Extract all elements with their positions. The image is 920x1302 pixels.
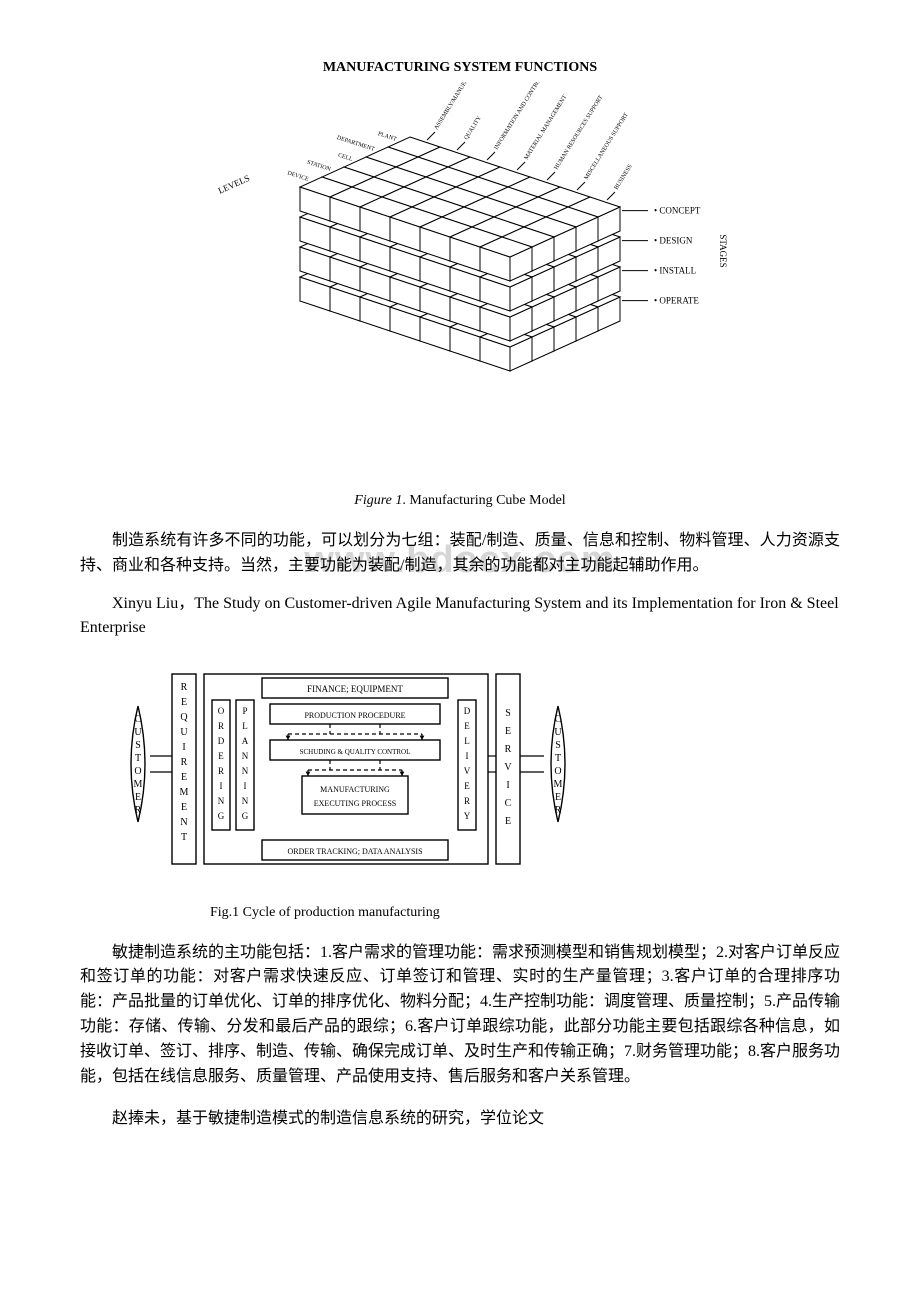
svg-text:D: D xyxy=(218,736,225,746)
document-page: MANUFACTURING SYSTEM FUNCTIONS PLANTDEPA… xyxy=(0,0,920,1210)
svg-text:N: N xyxy=(242,751,249,761)
svg-text:T: T xyxy=(555,753,561,764)
svg-text:E: E xyxy=(135,792,141,803)
svg-text:MISCELLANEOUS SUPPORT: MISCELLANEOUS SUPPORT xyxy=(584,112,630,181)
svg-text:G: G xyxy=(242,811,249,821)
svg-text:DEVICE: DEVICE xyxy=(286,170,309,183)
svg-text:L: L xyxy=(242,721,248,731)
svg-text:R: R xyxy=(218,721,224,731)
svg-text:E: E xyxy=(181,802,187,813)
svg-text:R: R xyxy=(218,766,224,776)
svg-text:FINANCE; EQUIPMENT: FINANCE; EQUIPMENT xyxy=(307,684,403,694)
svg-text:MATERIAL MANAGEMENT: MATERIAL MANAGEMENT xyxy=(524,94,569,161)
svg-text:EXECUTING PROCESS: EXECUTING PROCESS xyxy=(314,799,396,808)
svg-text:N: N xyxy=(218,796,225,806)
svg-text:C: C xyxy=(555,714,562,725)
paragraph-2-citation: Xinyu Liu，The Study on Customer-driven A… xyxy=(80,592,840,640)
svg-text:• OPERATE: • OPERATE xyxy=(654,296,699,306)
svg-text:E: E xyxy=(218,751,224,761)
svg-text:SCHUDING & QUALITY CONTROL: SCHUDING & QUALITY CONTROL xyxy=(300,748,411,756)
svg-text:C: C xyxy=(505,798,512,809)
svg-text:T: T xyxy=(135,753,141,764)
svg-text:E: E xyxy=(181,772,187,783)
svg-text:M: M xyxy=(180,787,189,798)
svg-text:R: R xyxy=(464,796,470,806)
svg-text:I: I xyxy=(244,781,247,791)
svg-text:Q: Q xyxy=(180,712,188,723)
svg-text:I: I xyxy=(506,780,509,791)
svg-text:N: N xyxy=(242,766,249,776)
svg-text:BUSINESS: BUSINESS xyxy=(614,164,634,191)
svg-text:CELL: CELL xyxy=(337,153,353,163)
svg-text:E: E xyxy=(464,781,470,791)
svg-text:I: I xyxy=(466,751,469,761)
svg-text:P: P xyxy=(242,706,247,716)
figure2-container: CUSTOMERREQUIREMENTORDERINGPLANNINGFINAN… xyxy=(80,664,840,899)
svg-text:E: E xyxy=(181,697,187,708)
figure1-caption: Figure 1. Manufacturing Cube Model xyxy=(80,493,840,509)
svg-text:E: E xyxy=(555,792,561,803)
svg-text:Y: Y xyxy=(464,811,471,821)
svg-text:R: R xyxy=(135,805,142,816)
svg-text:LEVELS: LEVELS xyxy=(216,173,251,196)
svg-text:STAGES: STAGES xyxy=(718,234,728,267)
svg-text:O: O xyxy=(554,766,561,777)
svg-text:U: U xyxy=(554,727,562,738)
svg-text:R: R xyxy=(181,682,188,693)
svg-text:O: O xyxy=(218,706,225,716)
paragraph-1: 制造系统有许多不同的功能，可以划分为七组：装配/制造、质量、信息和控制、物料管理… xyxy=(80,529,840,579)
paragraph-3: 敏捷制造系统的主功能包括：1.客户需求的管理功能：需求预测模型和销售规划模型；2… xyxy=(80,941,840,1090)
svg-text:A: A xyxy=(242,736,249,746)
svg-text:MANUFACTURING: MANUFACTURING xyxy=(320,785,390,794)
svg-text:QUALITY: QUALITY xyxy=(464,115,484,141)
figure1-caption-text: . Manufacturing Cube Model xyxy=(402,493,565,508)
figure1-cube-diagram: PLANTDEPARTMENTCELLSTATIONDEVICELEVELSAS… xyxy=(190,82,730,482)
svg-text:M: M xyxy=(134,779,143,790)
svg-text:PRODUCTION PROCEDURE: PRODUCTION PROCEDURE xyxy=(304,711,405,720)
figure2-cycle-diagram: CUSTOMERREQUIREMENTORDERINGPLANNINGFINAN… xyxy=(120,664,580,894)
svg-text:DEPARTMENT: DEPARTMENT xyxy=(336,135,376,153)
svg-text:C: C xyxy=(135,714,142,725)
svg-text:U: U xyxy=(134,727,142,738)
svg-text:R: R xyxy=(555,805,562,816)
svg-text:• CONCEPT: • CONCEPT xyxy=(654,206,701,216)
svg-text:• INSTALL: • INSTALL xyxy=(654,266,696,276)
svg-text:S: S xyxy=(505,708,511,719)
svg-text:I: I xyxy=(220,781,223,791)
svg-text:D: D xyxy=(464,706,471,716)
svg-text:S: S xyxy=(555,740,561,751)
svg-text:N: N xyxy=(242,796,249,806)
svg-text:V: V xyxy=(504,762,512,773)
svg-text:E: E xyxy=(505,726,511,737)
svg-text:T: T xyxy=(181,832,187,843)
figure1-top-title: MANUFACTURING SYSTEM FUNCTIONS xyxy=(80,60,840,76)
svg-text:S: S xyxy=(135,740,141,751)
svg-text:I: I xyxy=(182,742,185,753)
svg-text:STATION: STATION xyxy=(306,160,332,173)
svg-text:M: M xyxy=(554,779,563,790)
figure2-caption: Fig.1 Cycle of production manufacturing xyxy=(80,905,840,921)
svg-text:U: U xyxy=(180,727,188,738)
svg-text:E: E xyxy=(505,816,511,827)
paragraph-4: 赵捧未，基于敏捷制造模式的制造信息系统的研究，学位论文 xyxy=(80,1107,840,1132)
svg-text:R: R xyxy=(181,757,188,768)
svg-text:R: R xyxy=(505,744,512,755)
figure1-caption-prefix: Figure 1 xyxy=(354,493,402,508)
svg-text:G: G xyxy=(218,811,225,821)
svg-text:N: N xyxy=(180,817,187,828)
svg-text:E: E xyxy=(464,721,470,731)
svg-text:• DESIGN: • DESIGN xyxy=(654,236,693,246)
svg-text:ORDER TRACKING; DATA ANALYSIS: ORDER TRACKING; DATA ANALYSIS xyxy=(287,847,422,856)
svg-text:L: L xyxy=(464,736,470,746)
svg-text:O: O xyxy=(134,766,141,777)
figure1-container: PLANTDEPARTMENTCELLSTATIONDEVICELEVELSAS… xyxy=(80,82,840,487)
svg-text:V: V xyxy=(464,766,471,776)
svg-text:PLANT: PLANT xyxy=(377,131,398,143)
